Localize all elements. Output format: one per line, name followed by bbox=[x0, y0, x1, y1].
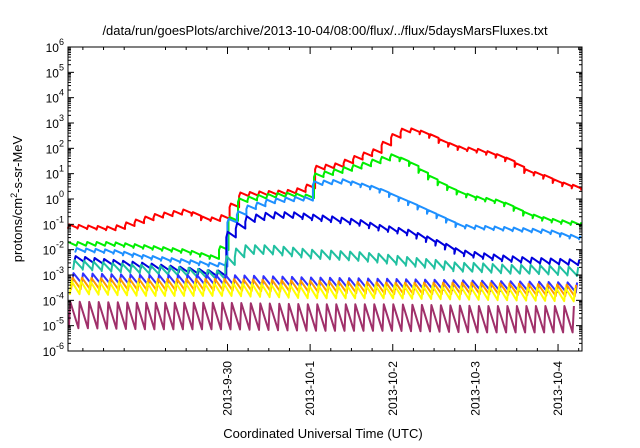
axes-layer: 10-6 10-5 10-4 10-3 10-2 10-1 100 101 102 103 104 1… bbox=[43, 37, 582, 416]
y-tick-label: 100 bbox=[46, 189, 64, 207]
series-line-1 bbox=[67, 127, 583, 232]
x-tick-label: 2013-10-4 bbox=[551, 361, 565, 416]
series-line-3 bbox=[74, 178, 582, 268]
y-tick-label: 10-5 bbox=[43, 316, 64, 334]
y-tick-label: 10-3 bbox=[43, 265, 64, 283]
x-tick-label: 2013-10-3 bbox=[468, 361, 482, 416]
y-tick-label: 10-6 bbox=[43, 341, 64, 359]
y-tick-label: 105 bbox=[46, 62, 64, 80]
y-tick-label: 103 bbox=[46, 113, 64, 131]
series-line-9 bbox=[67, 300, 575, 334]
y-tick-label: 10-4 bbox=[43, 290, 64, 308]
y-tick-label: 10-1 bbox=[43, 214, 64, 232]
y-tick-label: 104 bbox=[46, 88, 64, 106]
x-tick-label: 2013-10-2 bbox=[386, 361, 400, 416]
series-line-4 bbox=[73, 211, 581, 278]
x-axis-label: Coordinated Universal Time (UTC) bbox=[223, 426, 422, 441]
series-line-8 bbox=[69, 279, 576, 303]
y-tick-label: 106 bbox=[46, 37, 64, 55]
y-tick-label: 10-2 bbox=[43, 240, 64, 258]
x-tick-label: 2013-10-1 bbox=[303, 361, 317, 416]
x-tick-label: 2013-9-30 bbox=[220, 361, 234, 416]
y-tick-label: 102 bbox=[46, 138, 64, 156]
chart-title: /data/run/goesPlots/archive/2013-10-04/0… bbox=[102, 23, 548, 38]
y-tick-label: 101 bbox=[46, 164, 64, 182]
plot-frame bbox=[67, 46, 583, 352]
series-line-5 bbox=[72, 244, 580, 281]
series-line-2 bbox=[67, 153, 583, 260]
series-layer bbox=[67, 127, 583, 334]
y-axis-label: protons/cm2-s-sr-MeV bbox=[9, 135, 25, 262]
